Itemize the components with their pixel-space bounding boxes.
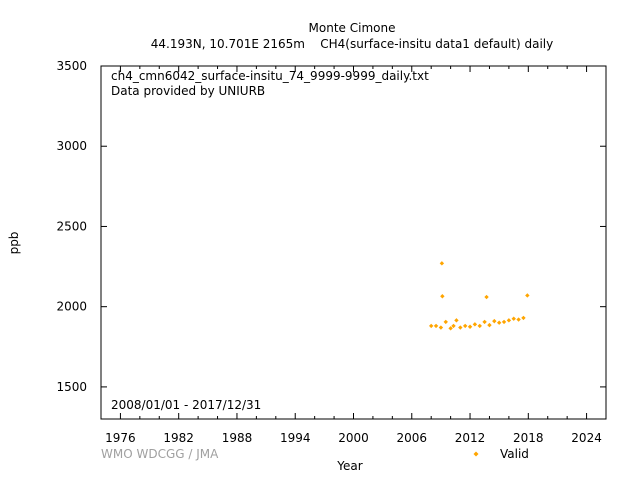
data-point — [428, 323, 434, 329]
file-label: ch4_cmn6042_surface-insitu_74_9999-9999_… — [111, 69, 429, 83]
data-point — [467, 324, 473, 329]
credit-label: WMO WDCGG / JMA — [101, 447, 219, 461]
data-point — [525, 293, 530, 298]
x-tick-label: 2012 — [455, 431, 486, 445]
x-tick-label: 1988 — [222, 431, 253, 445]
chart-subtitle: 44.193N, 10.701E 2165m CH4(surface-insit… — [151, 37, 553, 51]
date-range-label: 2008/01/01 - 2017/12/31 — [111, 398, 261, 412]
x-tick-label: 2024 — [571, 431, 602, 445]
data-point — [462, 323, 468, 329]
data-point — [492, 318, 497, 324]
series-valid — [428, 261, 530, 331]
plot-frame — [100, 65, 607, 420]
data-point — [501, 319, 507, 325]
data-point — [448, 326, 453, 331]
data-point — [487, 322, 492, 328]
x-tick-label: 2000 — [338, 431, 369, 445]
y-tick-label: 2500 — [56, 219, 87, 233]
y-axis-label: ppb — [7, 232, 21, 255]
data-point — [443, 319, 448, 325]
data-point — [506, 318, 512, 323]
data-point — [511, 316, 516, 321]
x-tick-label: 1976 — [105, 431, 136, 445]
chart-title: Monte Cimone — [309, 21, 396, 35]
y-tick-label: 3500 — [56, 59, 87, 73]
data-point — [484, 294, 489, 300]
data-point — [482, 319, 487, 325]
y-tick-label: 2000 — [56, 300, 87, 314]
data-point — [472, 322, 478, 327]
x-axis-label: Year — [336, 459, 362, 473]
data-point — [438, 325, 444, 330]
data-point — [521, 315, 526, 321]
x-tick-label: 2018 — [513, 431, 544, 445]
data-point — [439, 261, 445, 266]
data-point — [454, 318, 459, 323]
y-tick-label: 1500 — [56, 380, 87, 394]
provider-label: Data provided by UNIURB — [111, 84, 265, 98]
x-axis-tick-labels: 1976 1982 1988 1994 2000 2006 2012 2018 2024 — [105, 431, 602, 445]
x-tick-label: 2006 — [396, 431, 427, 445]
x-tick-label: 1994 — [280, 431, 311, 445]
y-tick-label: 3000 — [56, 139, 87, 153]
data-point — [433, 323, 439, 329]
data-point — [477, 323, 482, 329]
data-point — [516, 317, 521, 322]
data-point — [440, 294, 445, 299]
data-point — [458, 325, 463, 330]
x-tick-label: 1982 — [163, 431, 194, 445]
axis-ticks — [101, 65, 607, 419]
data-point — [451, 323, 456, 329]
y-axis-tick-labels: 1500 2000 2500 3000 3500 — [56, 59, 87, 394]
legend-label-valid: Valid — [500, 447, 529, 461]
data-point — [496, 320, 502, 325]
legend-marker-valid — [473, 451, 479, 457]
